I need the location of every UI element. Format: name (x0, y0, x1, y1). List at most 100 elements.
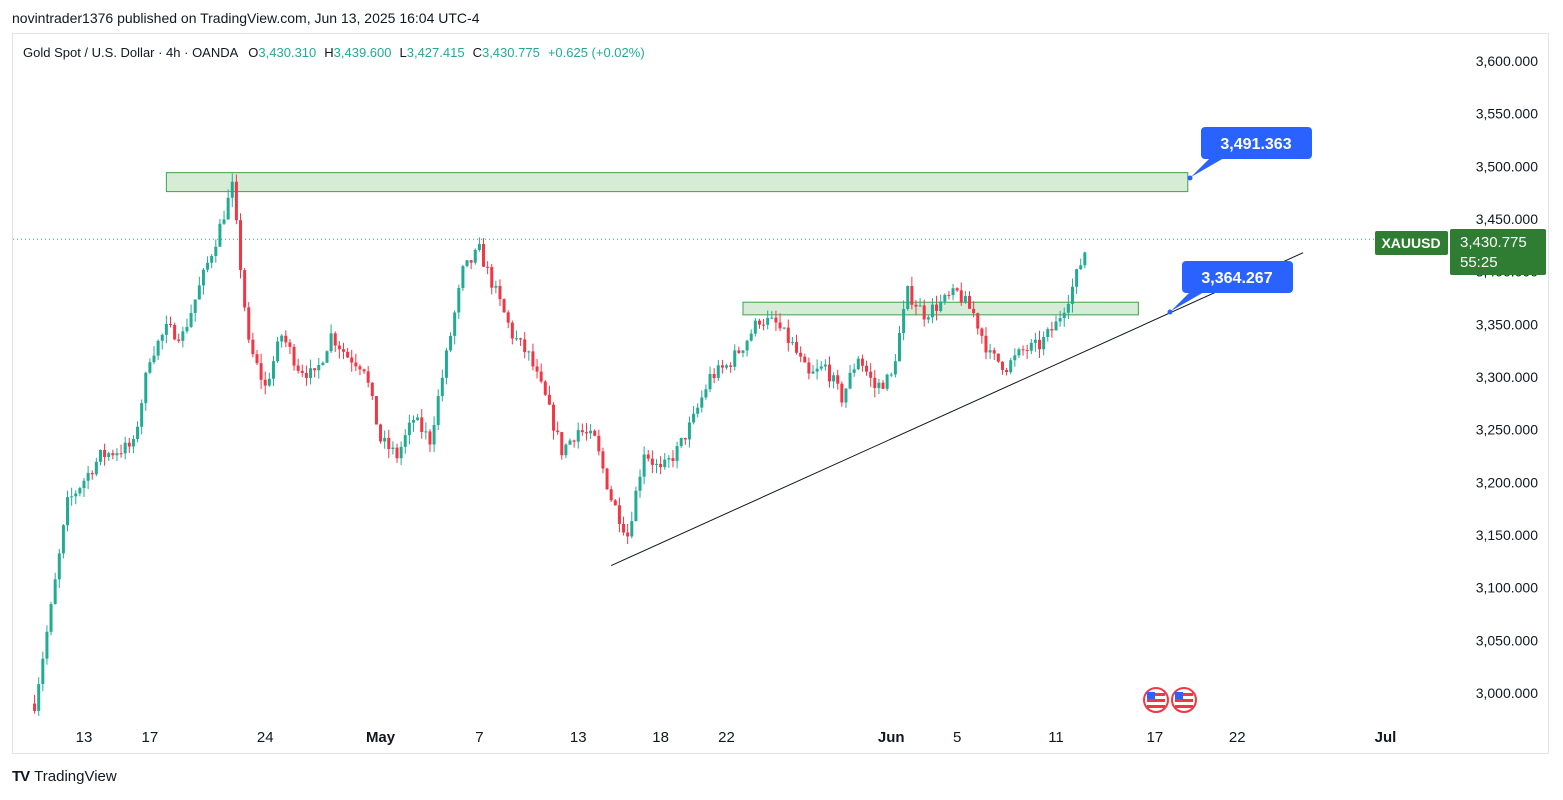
candle[interactable] (428, 429, 432, 453)
candle[interactable] (968, 291, 972, 309)
candle[interactable] (951, 283, 955, 301)
candle[interactable] (519, 337, 523, 346)
candle[interactable] (123, 436, 127, 460)
candle[interactable] (1079, 258, 1083, 271)
candle[interactable] (66, 490, 70, 532)
candle[interactable] (782, 327, 786, 330)
candle[interactable] (795, 334, 799, 355)
candle[interactable] (465, 260, 469, 268)
candle[interactable] (111, 449, 115, 460)
candle[interactable] (984, 327, 988, 360)
candle[interactable] (251, 332, 255, 358)
candle[interactable] (535, 358, 539, 379)
candle[interactable] (304, 365, 308, 386)
candle[interactable] (902, 300, 906, 341)
candle[interactable] (502, 298, 506, 313)
candle[interactable] (1013, 348, 1017, 367)
candle[interactable] (560, 431, 564, 460)
candle[interactable] (271, 355, 275, 387)
candle[interactable] (90, 470, 94, 480)
candle[interactable] (766, 310, 770, 330)
candle[interactable] (807, 357, 811, 380)
callout-lower[interactable]: 3,364.267 (1167, 261, 1294, 315)
candle[interactable] (737, 346, 741, 355)
candle[interactable] (226, 189, 230, 220)
candle[interactable] (61, 524, 65, 559)
candle[interactable] (1066, 294, 1070, 320)
candle[interactable] (918, 297, 922, 307)
candle[interactable] (366, 366, 370, 388)
candle[interactable] (494, 280, 498, 294)
footer-branding[interactable]: TV TradingView (12, 768, 117, 785)
candle[interactable] (160, 333, 164, 350)
candle[interactable] (263, 371, 267, 395)
candle[interactable] (770, 311, 774, 320)
candle[interactable] (1050, 321, 1054, 338)
candle[interactable] (1000, 361, 1004, 375)
candle[interactable] (646, 450, 650, 462)
candle[interactable] (815, 359, 819, 380)
candle[interactable] (234, 174, 238, 225)
candle[interactable] (881, 379, 885, 390)
candle[interactable] (527, 350, 531, 361)
candle[interactable] (733, 344, 737, 371)
candle[interactable] (86, 466, 90, 490)
candle[interactable] (436, 389, 440, 431)
candle[interactable] (74, 490, 78, 505)
candle[interactable] (910, 276, 914, 310)
candle[interactable] (510, 320, 514, 345)
candle[interactable] (539, 363, 543, 384)
candle[interactable] (374, 396, 378, 425)
candle[interactable] (148, 358, 152, 375)
candle[interactable] (790, 336, 794, 346)
candle[interactable] (168, 316, 172, 328)
candle[interactable] (482, 238, 486, 267)
candle[interactable] (383, 430, 387, 449)
candle[interactable] (992, 347, 996, 360)
callout-upper[interactable]: 3,491.363 (1187, 127, 1313, 181)
candle[interactable] (473, 248, 477, 265)
candle[interactable] (725, 363, 729, 370)
candle[interactable] (300, 364, 304, 378)
candle[interactable] (642, 446, 646, 485)
candle[interactable] (1046, 327, 1050, 342)
candle[interactable] (94, 457, 98, 477)
candle[interactable] (700, 390, 704, 413)
candle[interactable] (395, 443, 399, 463)
candle[interactable] (745, 339, 749, 357)
candle[interactable] (906, 285, 910, 311)
candle[interactable] (45, 625, 49, 665)
candle[interactable] (762, 318, 766, 331)
candle[interactable] (889, 372, 893, 378)
candle[interactable] (597, 429, 601, 456)
candle[interactable] (638, 469, 642, 498)
candle[interactable] (41, 651, 45, 692)
candle[interactable] (341, 342, 345, 360)
candle[interactable] (411, 415, 415, 432)
candle[interactable] (317, 358, 321, 379)
candle[interactable] (379, 423, 383, 444)
candle[interactable] (622, 516, 626, 536)
candle[interactable] (346, 347, 350, 359)
candle[interactable] (852, 363, 856, 377)
candle[interactable] (856, 355, 860, 371)
candle[interactable] (362, 368, 366, 374)
candle[interactable] (543, 380, 547, 397)
candle[interactable] (659, 456, 663, 475)
candle[interactable] (1038, 330, 1042, 359)
candle[interactable] (333, 331, 337, 352)
candle[interactable] (683, 437, 687, 445)
candle[interactable] (601, 447, 605, 474)
candle[interactable] (988, 343, 992, 359)
candle[interactable] (679, 437, 683, 449)
candle[interactable] (82, 477, 86, 497)
price-zone[interactable] (165, 172, 1189, 193)
candle[interactable] (696, 403, 700, 418)
candle[interactable] (687, 416, 691, 448)
candle[interactable] (247, 302, 251, 344)
candle[interactable] (197, 276, 201, 300)
candle[interactable] (593, 429, 597, 437)
ascending-trendline[interactable] (610, 252, 1304, 567)
candle[interactable] (490, 263, 494, 295)
candle[interactable] (461, 265, 465, 291)
